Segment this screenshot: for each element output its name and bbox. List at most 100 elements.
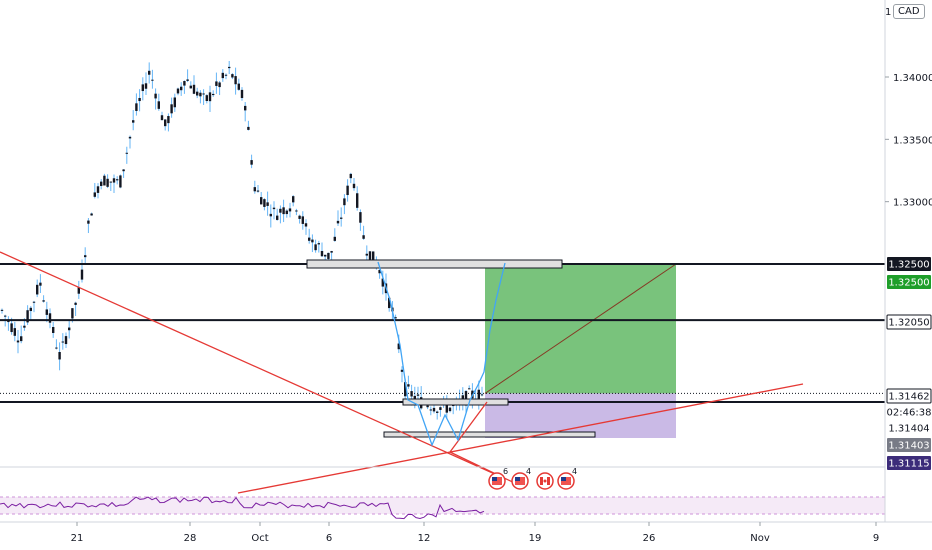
candle (436, 410, 439, 420)
candle (308, 228, 311, 244)
x-tick-label: 12 (418, 533, 431, 544)
currency-selector[interactable]: CAD (893, 4, 925, 19)
candle (7, 316, 10, 331)
candle (343, 194, 346, 215)
candle (90, 212, 93, 216)
candle-body (295, 210, 298, 212)
candle (420, 386, 423, 410)
candle (237, 78, 240, 91)
candle (32, 300, 36, 313)
candle (183, 80, 186, 94)
candle-body (13, 328, 16, 336)
event-marker[interactable]: 4 (511, 467, 531, 490)
price-tag-bg (886, 314, 932, 330)
candle (106, 174, 109, 189)
candle-body (32, 301, 36, 303)
price-tag-bg (887, 438, 931, 452)
candle (352, 177, 356, 191)
candle-body (199, 92, 202, 97)
position-zones (484, 263, 677, 438)
candle (74, 301, 77, 317)
candle-body (160, 115, 164, 121)
candle-body (397, 343, 400, 350)
price-tag-label: 1.32050 (888, 318, 929, 329)
candle (333, 228, 336, 242)
candle (58, 342, 61, 371)
candle-body (180, 86, 183, 91)
event-markers: 6 4 4 (488, 467, 577, 490)
candle (244, 102, 247, 122)
candle (167, 113, 170, 132)
candle (52, 321, 55, 338)
x-tick-label: Oct (251, 533, 268, 544)
candle (212, 90, 215, 97)
candle-body (157, 101, 160, 109)
event-count: 4 (526, 467, 531, 476)
candle-body (272, 207, 276, 210)
candle (468, 385, 471, 390)
candle-body (132, 120, 135, 123)
event-marker[interactable] (536, 472, 554, 490)
candle-body (381, 278, 384, 287)
candle-body (439, 407, 442, 410)
candle-body (365, 253, 368, 256)
candle (378, 268, 381, 279)
us-flag-canton (515, 477, 520, 481)
y-tick-label: 1.33000 (893, 198, 932, 209)
price-tag-bg (886, 388, 932, 404)
candle (151, 69, 154, 89)
candle (285, 209, 288, 218)
candle (346, 179, 349, 202)
candle (340, 207, 343, 227)
event-marker[interactable]: 6 (488, 467, 508, 490)
candle-body (253, 187, 256, 192)
resistance-box (306, 259, 563, 269)
price-tag-bg (887, 456, 931, 470)
candle-body (173, 97, 176, 108)
event-marker[interactable]: 4 (557, 467, 577, 490)
uptrend-line (237, 383, 804, 494)
candle-body (436, 411, 439, 413)
candle-body (36, 284, 39, 295)
candle (272, 201, 276, 220)
x-tick-label: 26 (643, 533, 656, 544)
position-diagonal (484, 263, 677, 394)
candle-body (4, 315, 7, 317)
candle-body (154, 93, 157, 99)
candle (429, 406, 432, 416)
candle-body (10, 323, 13, 333)
candle-body (148, 70, 151, 75)
candle (279, 205, 282, 224)
candle (157, 93, 160, 111)
candle (320, 242, 324, 257)
price-tag: 02:46:38 (887, 405, 931, 419)
candle (112, 174, 116, 194)
candle-body (231, 74, 234, 78)
candle (448, 406, 452, 413)
candle (407, 375, 410, 389)
candle-body (308, 237, 311, 241)
candle-body (407, 384, 410, 387)
candle-body (317, 243, 320, 245)
event-count: 4 (572, 467, 577, 476)
ca-flag-left (540, 477, 543, 485)
x-tick-label: 19 (529, 533, 542, 544)
candle-body (269, 213, 272, 217)
us-flag-canton (492, 477, 497, 481)
candle (359, 209, 362, 231)
candle (400, 366, 404, 383)
candle (84, 247, 87, 265)
candle-body (205, 95, 208, 102)
candle-body (20, 336, 23, 342)
price-tag-bg (887, 275, 931, 289)
candle-body (343, 198, 346, 206)
candle-body (372, 251, 375, 263)
candle (224, 73, 228, 80)
candle-body (0, 309, 4, 311)
candle (298, 214, 301, 224)
price-tag: 1.32500 (887, 275, 931, 289)
candle-body (71, 308, 74, 319)
candle-body (250, 160, 253, 165)
candle (276, 208, 279, 221)
